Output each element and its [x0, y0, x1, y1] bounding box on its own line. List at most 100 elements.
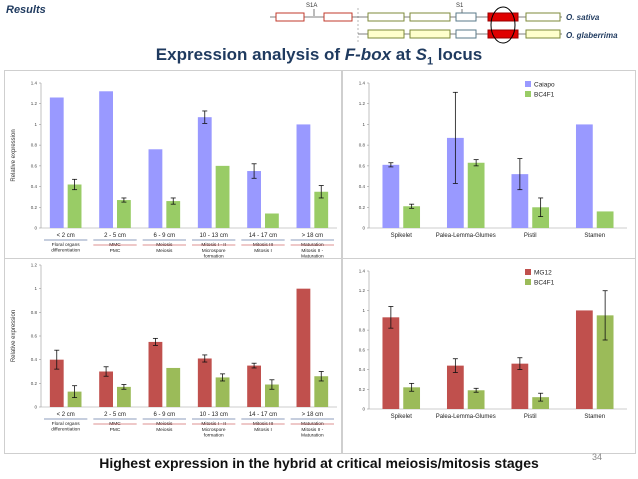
chart-top-left: 0 0.2 0.4 0.6 0.8 1 1.2 1.4 Relative expression <… — [11, 81, 337, 260]
glaberrima-gene-5 — [455, 29, 477, 39]
y-tick-label: 0.4 — [31, 357, 38, 362]
chart-panel-bottom-left: 0 0.2 0.4 0.6 0.8 1 1.2 Relative expression < 2 … — [4, 258, 342, 454]
sativa-gene-1 — [275, 12, 305, 22]
y-tick-label: 0.8 — [359, 143, 366, 148]
y-tick-label: 0.6 — [31, 163, 38, 168]
sativa-gene-2 — [323, 12, 353, 22]
x-category-label-spikelet: Spikelet — [391, 233, 413, 239]
y-tick-label: 0.6 — [359, 163, 366, 168]
bar-caiapo-10-13-cm — [197, 117, 212, 228]
y-tick-label: 1 — [362, 122, 365, 127]
y-tick-label: 0.6 — [31, 334, 38, 339]
stage-bottom-label-10-13-cm: Microspore formation — [202, 427, 226, 439]
bar-bc4f1-pistil — [532, 397, 550, 409]
bar-mg12-6-9-cm — [148, 341, 163, 407]
x-category-label-2-5-cm: 2 - 5 cm — [104, 412, 126, 418]
x-category-label-stamen: Stamen — [584, 233, 605, 239]
x-category-label-10-13-cm: 10 - 13 cm — [199, 233, 227, 239]
bar-caiapo-2-5-cm — [99, 91, 113, 229]
x-category-label-2-5-cm: 2 - 5 cm — [104, 233, 126, 239]
footer-title: Highest expression in the hybrid at crit… — [99, 455, 539, 471]
bar-bc4f1-6-9-cm — [166, 201, 181, 228]
x-category-label-spikelet: Spikelet — [391, 414, 413, 420]
bar-mg12-spikelet — [382, 317, 400, 409]
bar-bc4f1-stamen — [596, 315, 614, 409]
y-tick-label: 0 — [34, 405, 37, 410]
y-tick-label: 0.2 — [359, 387, 366, 392]
bar-mg12-2-cm — [49, 359, 64, 407]
x-category-label-stamen: Stamen — [584, 414, 605, 420]
bar-mg12-palea-lemma-glumes — [446, 365, 464, 409]
y-tick-label: 0.8 — [31, 143, 38, 148]
chart-panel-top-right: 0 0.2 0.4 0.6 0.8 1 1.2 1.4 Spikelet Palea-Lemma-… — [342, 70, 636, 260]
bar-caiapo-spikelet — [382, 164, 400, 228]
x-category-label-pistil: Pistil — [524, 414, 537, 420]
bar-bc4f1-palea-lemma-glumes — [467, 162, 485, 228]
bar-bc4f1-6-9-cm — [166, 367, 181, 407]
y-tick-label: 0 — [34, 226, 37, 231]
y-axis-title: Relative expression — [11, 129, 17, 181]
y-tick-label: 0.8 — [359, 328, 366, 333]
legend-swatch-bc4f1 — [525, 279, 531, 285]
legend-swatch-mg12 — [525, 269, 531, 275]
x-category-label-18-cm: > 18 cm — [302, 412, 324, 418]
stage-top-label-2-cm: Floral organs differentiation — [51, 242, 80, 254]
x-category-label-10-13-cm: 10 - 13 cm — [199, 412, 227, 418]
bar-bc4f1-14-17-cm — [265, 213, 279, 228]
x-category-label-6-9-cm: 6 - 9 cm — [153, 412, 175, 418]
stage-bottom-label-2-5-cm: PMC — [110, 427, 121, 433]
main-title: Expression analysis of F-box at S1 locus — [155, 45, 483, 68]
y-tick-label: 1.4 — [359, 269, 366, 274]
x-category-label-14-17-cm: 14 - 17 cm — [249, 412, 277, 418]
bar-bc4f1-14-17-cm — [265, 384, 279, 407]
y-tick-label: 0.6 — [359, 347, 366, 352]
species-sativa-label: O. sativa — [566, 13, 600, 22]
x-category-label-2-cm: < 2 cm — [57, 233, 75, 239]
stage-bottom-label-18-cm: Mitosis II -Maturation — [301, 248, 324, 259]
bar-bc4f1-spikelet — [403, 206, 421, 228]
bar-mg12-stamen — [575, 310, 593, 409]
sativa-gene-7 — [525, 12, 561, 22]
bar-caiapo-2-cm — [49, 97, 64, 228]
bar-bc4f1-10-13-cm — [215, 165, 230, 228]
bar-mg12-18-cm — [296, 288, 311, 407]
y-tick-label: 1.2 — [359, 288, 366, 293]
sativa-gene-5 — [455, 12, 477, 22]
species-glaberrima-label: O. glaberrima — [566, 31, 618, 40]
bar-mg12-14-17-cm — [247, 365, 261, 407]
chart-bottom-right: 0 0.2 0.4 0.6 0.8 1 1.2 1.4 Spikelet Palea-Lemma-… — [359, 269, 627, 420]
y-tick-label: 0.4 — [359, 184, 366, 189]
chart-bottom-left: 0 0.2 0.4 0.6 0.8 1 1.2 Relative expression < 2 … — [11, 263, 337, 439]
y-tick-label: 1 — [362, 308, 365, 313]
y-tick-label: 1 — [34, 286, 37, 291]
sativa-gene-3 — [367, 12, 405, 22]
bar-caiapo-stamen — [575, 124, 593, 228]
fbox-highlight-circle — [490, 6, 516, 44]
x-category-label-14-17-cm: 14 - 17 cm — [249, 233, 277, 239]
x-category-label-pistil: Pistil — [524, 233, 537, 239]
stage-bottom-label-14-17-cm: Mitosis I — [254, 248, 272, 254]
sativa-fbox-gene — [487, 12, 519, 22]
y-tick-label: 1.4 — [31, 81, 38, 86]
bar-mg12-pistil — [511, 363, 529, 409]
bar-bc4f1-pistil — [532, 207, 550, 228]
legend-swatch-caiapo — [525, 81, 531, 87]
y-tick-label: 0.2 — [31, 205, 38, 210]
y-tick-label: 0.8 — [31, 310, 38, 315]
chart-panel-bottom-right: 0 0.2 0.4 0.6 0.8 1 1.2 1.4 Spikelet Palea-Lemma-… — [342, 258, 636, 454]
chart-panel-top-left: 0 0.2 0.4 0.6 0.8 1 1.2 1.4 Relative expression <… — [4, 70, 342, 260]
bar-bc4f1-2-5-cm — [117, 386, 131, 407]
bar-mg12-2-5-cm — [99, 371, 113, 407]
x-category-label-18-cm: > 18 cm — [302, 233, 324, 239]
bar-bc4f1-palea-lemma-glumes — [467, 390, 485, 409]
stage-bottom-label-10-13-cm: Microspore formation — [202, 248, 226, 259]
y-tick-label: 0 — [362, 226, 365, 231]
legend-label-bc4f1: BC4F1 — [534, 280, 555, 287]
bar-caiapo-6-9-cm — [148, 149, 163, 228]
legend-label-mg12: MG12 — [534, 270, 552, 277]
bar-caiapo-18-cm — [296, 124, 311, 228]
bar-mg12-10-13-cm — [197, 358, 212, 407]
bar-bc4f1-18-cm — [314, 376, 329, 407]
marker-s1-label: S1 — [456, 3, 464, 9]
x-category-label-palea-lemma-glumes: Palea-Lemma-Glumes — [436, 414, 496, 420]
